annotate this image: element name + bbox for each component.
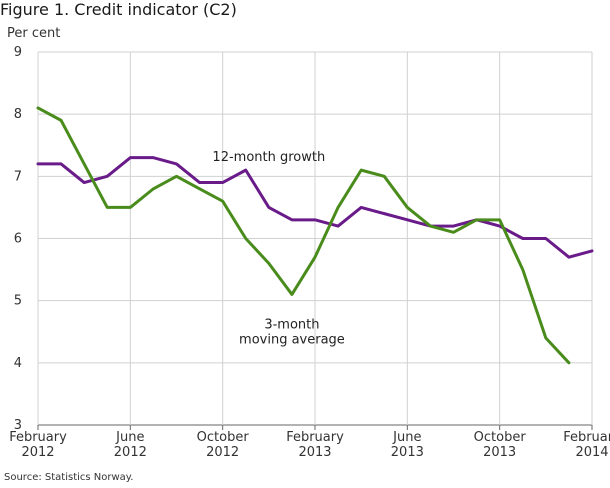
y-tick-label: 6 bbox=[14, 232, 22, 247]
label-3-month-moving-average: 3-month moving average bbox=[239, 318, 345, 348]
y-tick-label: 7 bbox=[14, 169, 22, 184]
y-tick-label: 3 bbox=[14, 418, 22, 433]
y-tick-label: 4 bbox=[14, 356, 22, 371]
y-tick-label: 9 bbox=[14, 45, 22, 60]
x-tick-label: June 2012 bbox=[114, 430, 147, 460]
x-axis-ticks: February 2012 June 2012 October 2012 February 2… bbox=[9, 425, 610, 460]
series-line-3-month-moving-average bbox=[36, 106, 571, 365]
y-axis-label: Per cent bbox=[7, 26, 60, 41]
x-tick-label: February2014 bbox=[563, 430, 610, 460]
chart-title: Figure 1. Credit indicator (C2) bbox=[0, 0, 237, 19]
x-tick-label: October 2013 bbox=[474, 430, 527, 460]
x-tick-label: February 2013 bbox=[286, 430, 344, 460]
x-tick-label: October 2012 bbox=[197, 430, 250, 460]
y-tick-label: 8 bbox=[14, 107, 22, 122]
label-12-month-growth: 12-month growth bbox=[212, 150, 325, 165]
y-tick-label: 5 bbox=[14, 294, 22, 309]
x-tick-label: February 2012 bbox=[9, 430, 67, 460]
gridlines bbox=[37, 51, 593, 426]
source-note: Source: Statistics Norway. bbox=[4, 472, 134, 483]
series-lines bbox=[36, 106, 594, 365]
series-line-12-month-growth bbox=[36, 156, 594, 259]
x-tick-label: June 2013 bbox=[391, 430, 424, 460]
y-axis-ticks: 3 4 5 6 7 8 9 bbox=[14, 45, 22, 433]
series-labels: 12-month growth 3-month moving average bbox=[212, 150, 344, 348]
